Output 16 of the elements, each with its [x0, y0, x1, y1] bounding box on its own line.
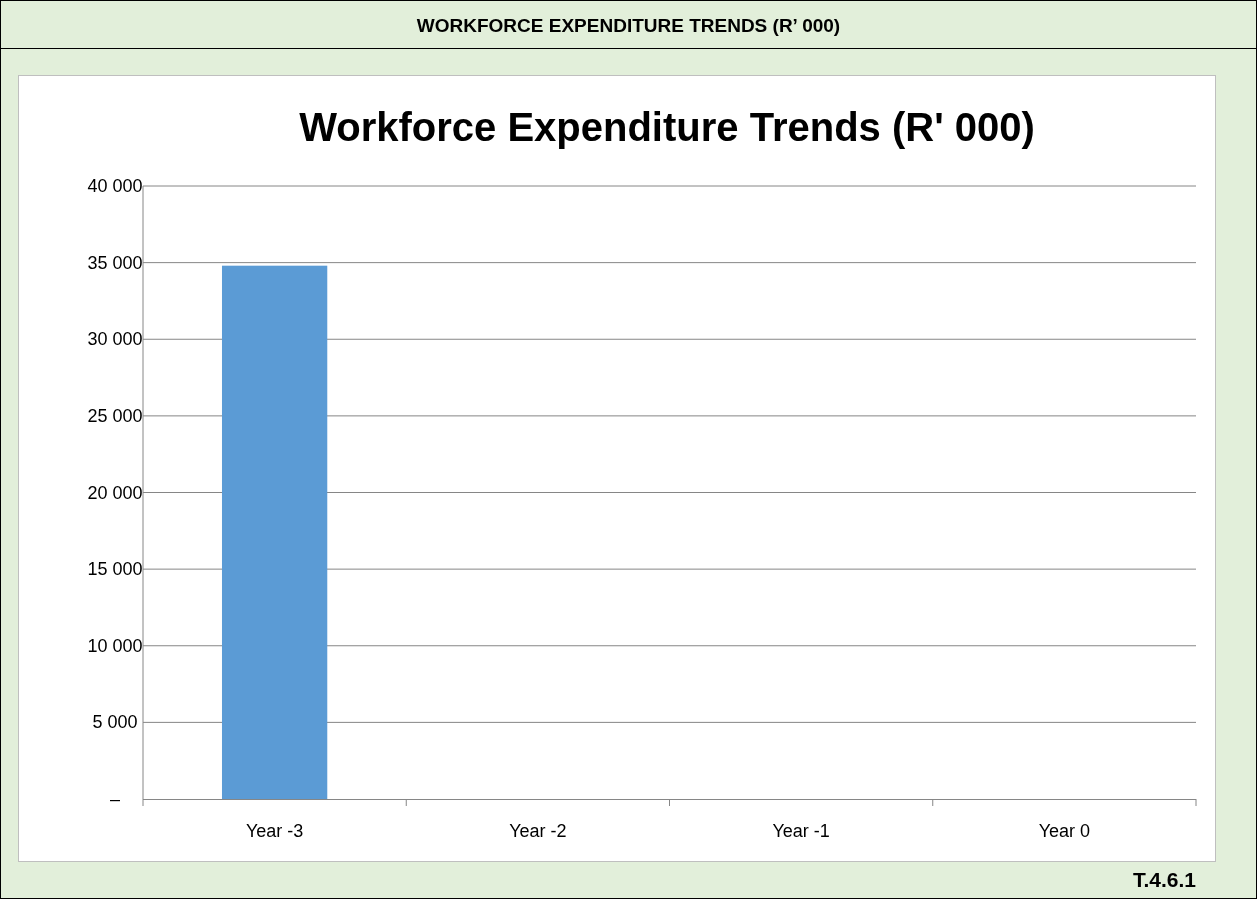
chart-title: Workforce Expenditure Trends (R' 000): [299, 105, 1035, 149]
text: WORKFORCE EXPENDITURE TRENDS (R’ 000): [416, 15, 841, 36]
x-tick-label: Year -1: [772, 821, 830, 841]
y-tick-label: 20 000: [87, 482, 143, 503]
y-tick-label: 40 000: [87, 176, 143, 196]
y-tick-label: 10 000: [87, 635, 143, 656]
y-tick-label: 30 000: [87, 329, 143, 350]
y-tick-label: 15 000: [87, 559, 143, 580]
y-tick-label: 25 000: [87, 405, 143, 426]
y-tick-label: 5 000: [92, 712, 138, 733]
x-tick-label: Year -3: [245, 821, 304, 841]
y-tick-label: –: [109, 789, 121, 809]
x-tick-label: Year 0: [1038, 821, 1091, 841]
text: T.4.6.1: [1132, 868, 1197, 891]
y-tick-label: 35 000: [87, 252, 143, 273]
x-tick-label: Year -2: [509, 821, 567, 841]
